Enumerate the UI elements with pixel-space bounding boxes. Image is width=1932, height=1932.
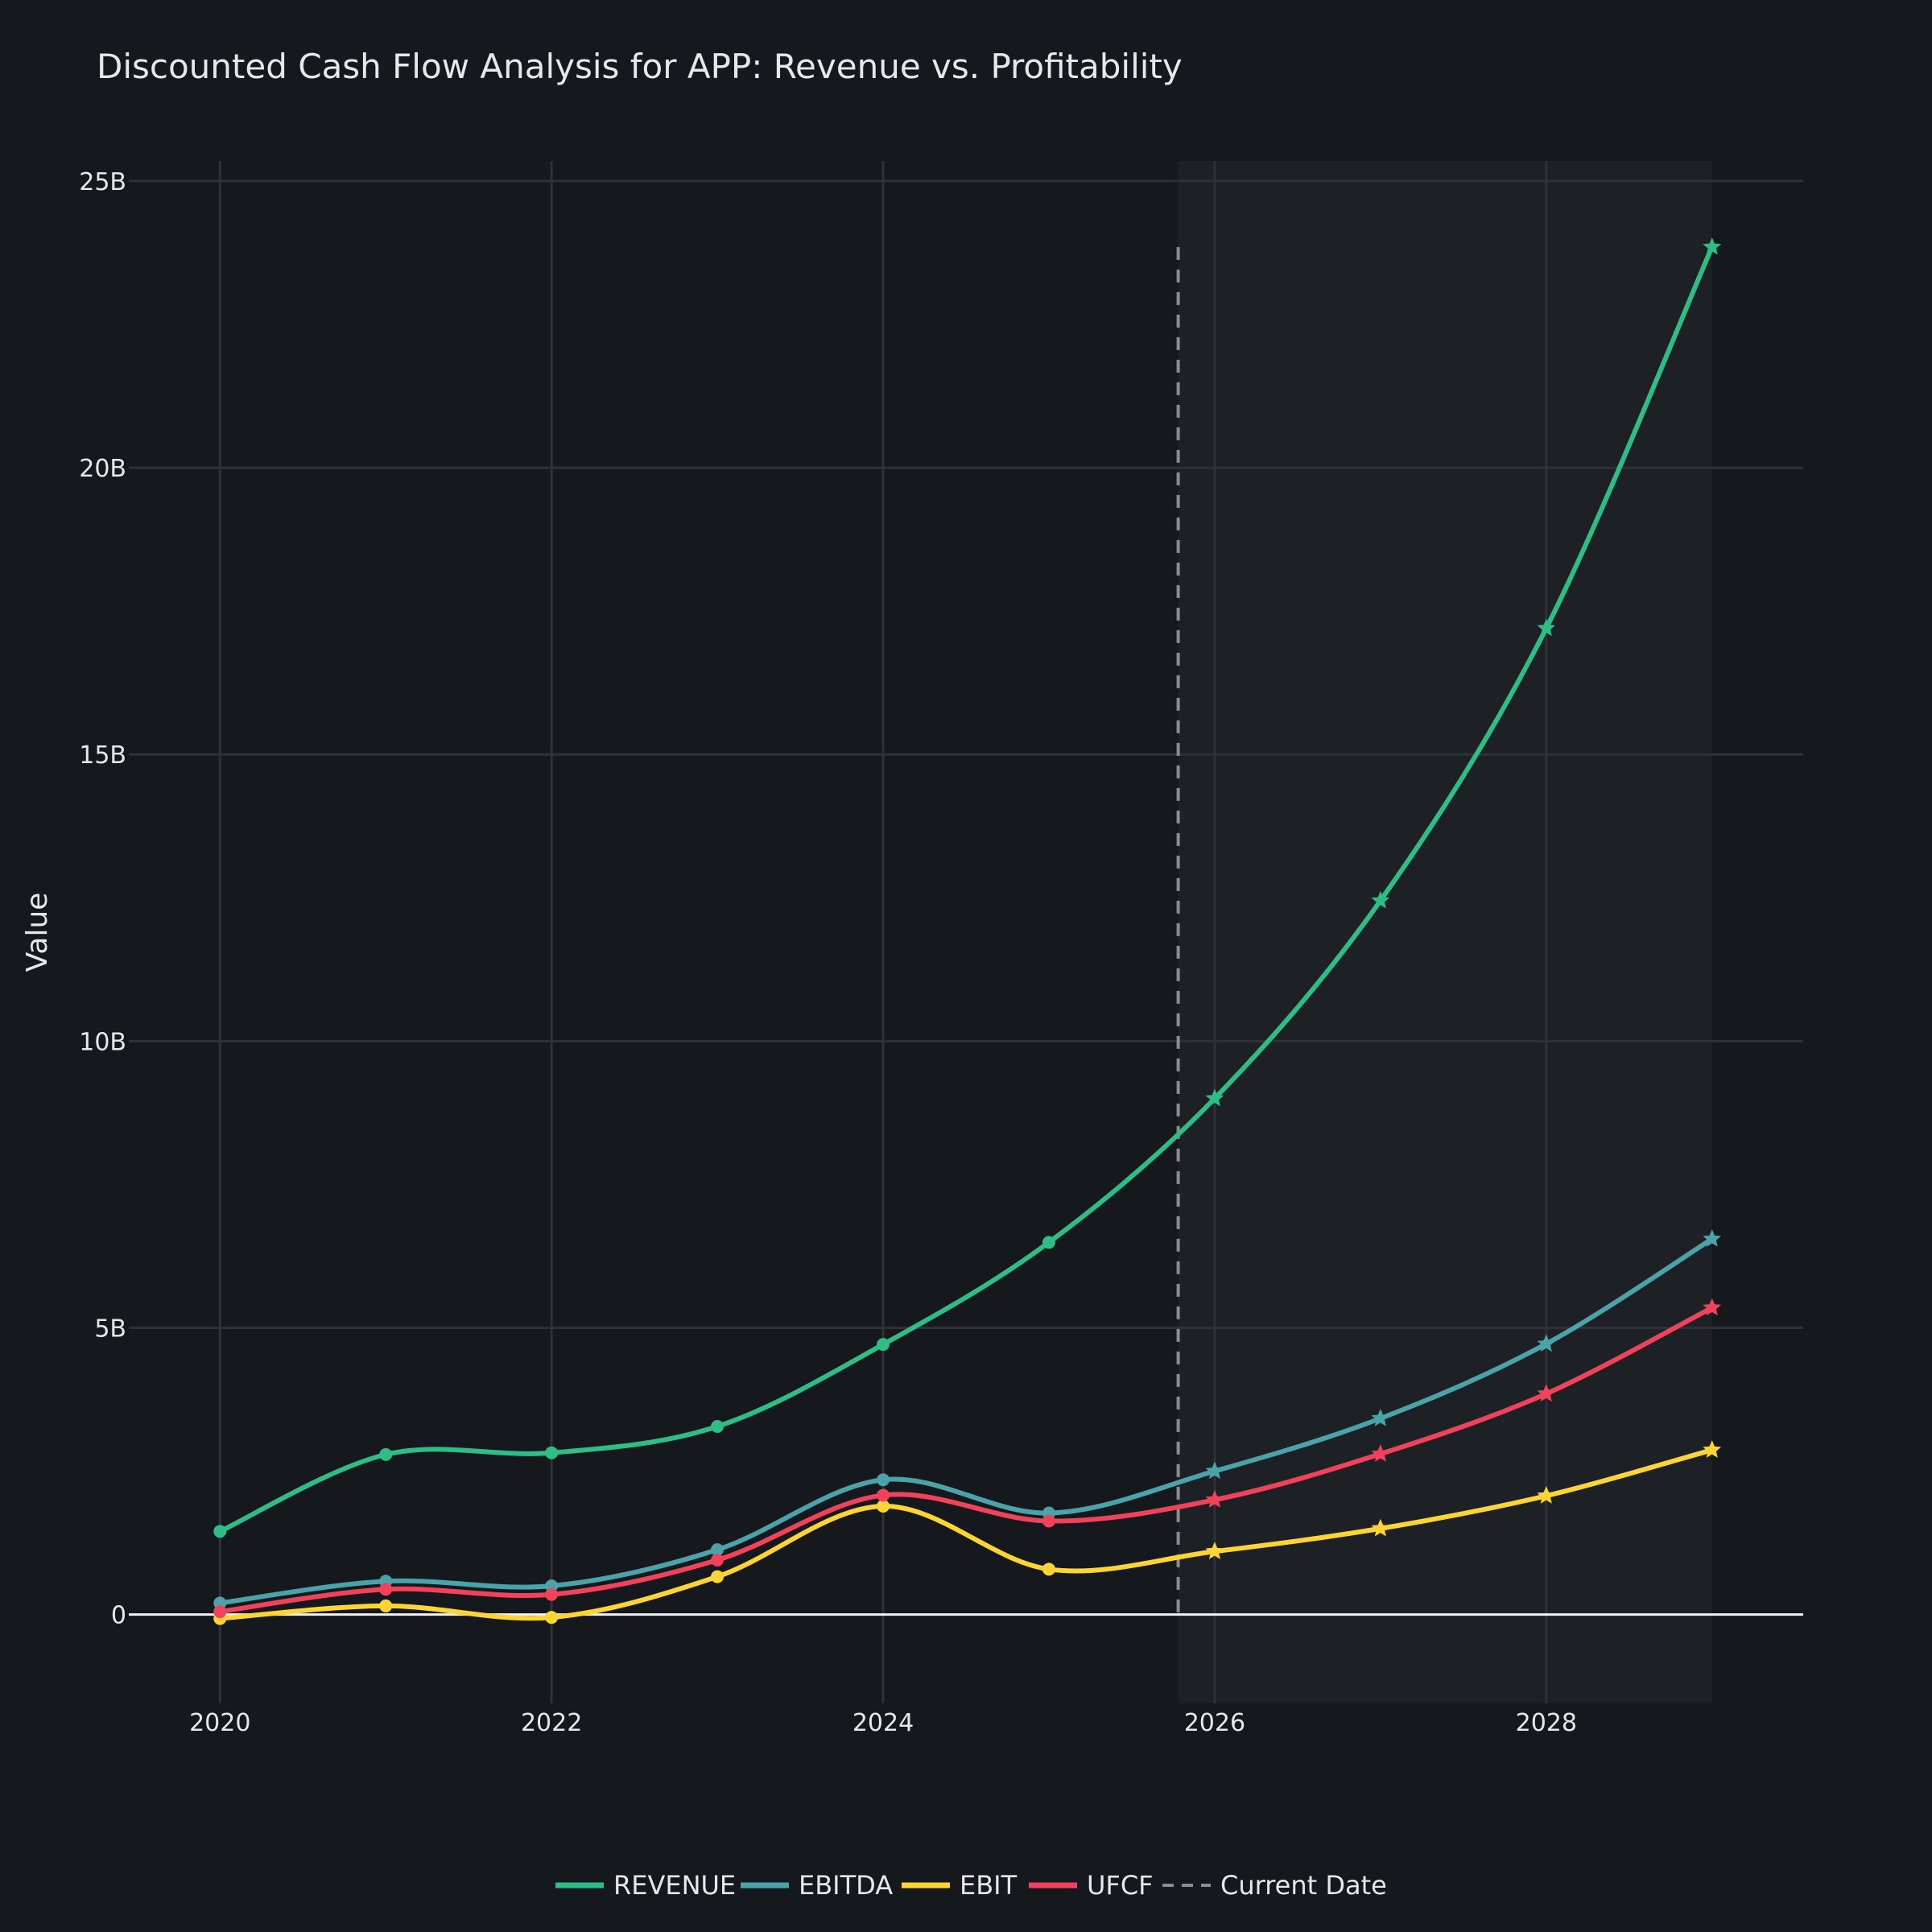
forecast-point-ufcf [1537,1384,1556,1402]
data-point-ebit [711,1570,724,1583]
forecast-point-ebitda [1205,1461,1224,1480]
data-point-ufcf [711,1553,724,1567]
legend-label-ufcf: UFCF [1087,1870,1154,1901]
forecast-point-ebit [1703,1440,1722,1458]
forecast-point-revenue [1205,1088,1224,1107]
markers-group [213,237,1722,1625]
x-tick-label: 2022 [521,1709,582,1737]
data-point-ebit [379,1599,393,1612]
y-tick-label: 10B [79,1028,126,1056]
forecast-point-revenue [1703,237,1722,255]
y-tick-label: 15B [79,741,126,770]
data-point-ufcf [379,1583,393,1596]
x-tick-label: 2026 [1184,1709,1245,1737]
y-axis-label: Value [21,893,54,972]
legend-label-ebit: EBIT [960,1870,1018,1901]
forecast-point-ufcf [1371,1444,1390,1462]
data-point-ebitda [711,1543,724,1557]
chart-title: Discounted Cash Flow Analysis for APP: R… [97,47,1183,86]
y-tick-label: 25B [79,168,126,196]
data-point-ufcf [545,1587,559,1601]
data-point-revenue [545,1446,559,1459]
x-tick-label: 2020 [189,1709,250,1737]
data-point-ufcf [213,1605,227,1619]
forecast-point-ebit [1537,1486,1556,1504]
data-point-ebit [545,1611,559,1624]
data-point-ebit [877,1499,890,1513]
data-point-ufcf [877,1488,890,1502]
y-tick-label: 5B [94,1315,126,1343]
data-point-revenue [213,1525,227,1538]
series-line-ebitda [217,1236,1715,1606]
forecast-point-ebit [1205,1542,1224,1559]
y-tick-label: 0 [111,1602,126,1630]
x-tick-label: 2024 [852,1709,914,1737]
y-tick-label: 20B [79,455,126,483]
legend: REVENUE EBITDA EBIT UFCF Current Date [555,1870,1387,1901]
data-point-revenue [711,1419,724,1433]
legend-label-current-date: Current Date [1220,1870,1387,1901]
legend-label-revenue: REVENUE [613,1870,736,1901]
forecast-point-ebit [1371,1518,1390,1537]
forecast-point-revenue [1371,890,1390,909]
forecast-point-revenue [1537,618,1556,637]
forecast-point-ufcf [1703,1298,1722,1316]
data-point-revenue [379,1447,393,1461]
series-line-ufcf [217,1305,1715,1615]
data-point-ebitda [877,1473,890,1487]
data-point-ebit [1042,1563,1055,1576]
forecast-point-ebitda [1703,1229,1722,1247]
data-point-revenue [1042,1236,1055,1249]
series-line-ebit [217,1447,1715,1621]
forecast-point-ufcf [1205,1490,1224,1508]
data-point-ufcf [1042,1514,1055,1528]
data-point-revenue [877,1338,890,1352]
forecast-point-ebitda [1371,1409,1390,1426]
forecast-point-ebitda [1537,1334,1556,1352]
grid [129,161,1803,1703]
x-tick-label: 2028 [1516,1709,1577,1737]
tick-labels: 2020 2022 2024 2026 2028 0 5B 10B 15B 20B 25B [79,168,1577,1737]
legend-label-ebitda: EBITDA [799,1870,893,1901]
